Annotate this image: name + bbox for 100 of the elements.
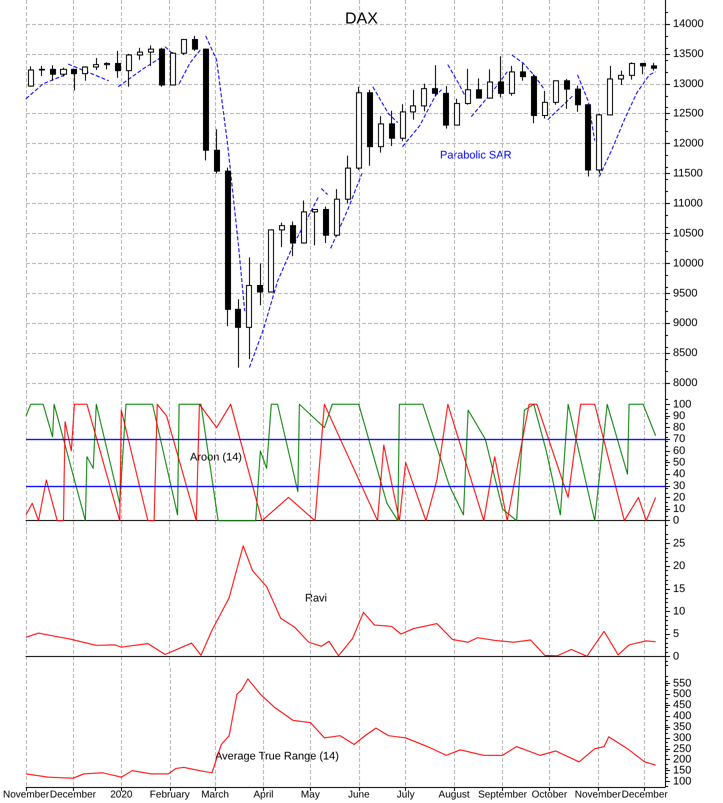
candlestick [104,62,110,70]
candlestick [564,78,570,110]
y-tick-label: 150 [673,764,692,777]
x-tick-label: March [201,790,229,800]
y-tick-label: 10 [673,503,686,516]
y-tick-label: 50 [673,456,686,468]
candlestick [39,65,45,77]
x-tick-label: May [300,790,320,800]
y-tick-label: 400 [673,710,692,722]
y-tick-label: 13500 [673,48,704,60]
x-tick-label: November [2,790,50,800]
candlestick [279,222,285,248]
candlestick [432,64,438,97]
y-tick-label: 60 [673,444,686,457]
candlestick [301,200,307,244]
y-tick-label: 8000 [673,377,698,390]
y-tick-label: 14000 [673,18,704,30]
candlestick [323,206,329,244]
line-series [26,404,656,522]
candlestick [356,86,362,170]
y-tick-label: 12500 [673,108,704,120]
candlestick [159,47,165,88]
y-tick-label: 0 [673,514,680,527]
candlestick [629,62,635,80]
candlestick [345,155,351,204]
line-series [26,678,656,779]
y-tick-label: 8500 [673,347,698,360]
candlestick [443,86,449,130]
y-tick-label: 550 [673,677,692,690]
x-tick-label: November [574,790,622,800]
y-tick-label: 0 [673,650,680,663]
y-tick-label: 500 [673,688,692,700]
x-tick-label: October [532,790,568,800]
candlestick [585,104,591,178]
candlestick [476,78,482,99]
candlestick [596,113,602,174]
candlestick [575,85,581,112]
y-tick-label: 11000 [673,197,703,210]
candlestick [378,116,384,154]
text: DAX [345,10,378,28]
text: Parabolic SAR [440,150,512,162]
candlestick [531,74,537,124]
candlestick [454,98,460,126]
x-tick-label: February [150,790,190,800]
y-tick-label: 5 [673,628,680,640]
y-tick-label: 100 [673,776,692,788]
candlestick [28,66,34,88]
y-tick-label: 200 [673,754,692,766]
candlestick [520,62,526,82]
annotation: Ravi [305,592,328,604]
candlestick [235,298,241,368]
candlestick [290,220,296,257]
line-series [26,545,656,657]
candlestick [542,90,548,119]
y-tick-label: 20 [673,560,686,572]
x-tick-label: April [254,790,274,800]
candlestick [181,38,187,56]
y-tick-label: 70 [673,433,686,446]
candlestick [367,89,373,166]
candlestick [71,68,77,91]
y-tick-label: 350 [673,720,692,733]
candlestick [607,65,613,116]
candlestick [50,64,56,82]
y-tick-label: 10500 [673,227,704,240]
y-tick-label: 15 [673,582,686,595]
y-tick-label: 10000 [673,257,704,270]
candlestick [246,256,252,360]
y-tick-label: 25 [673,538,686,550]
y-tick-label: 250 [673,742,692,755]
candlestick [93,58,99,71]
y-tick-label: 9000 [673,317,698,330]
candlestick [137,47,143,60]
y-tick-label: 12000 [673,138,704,150]
x-tick-label: August [438,790,470,800]
candlestick [618,70,624,86]
candlestick [400,104,406,142]
candlestick [203,48,209,161]
candlestick [651,62,657,72]
candlestick [170,52,176,86]
candlestick [465,68,471,106]
candlestick [334,188,340,237]
candlestick [126,53,132,88]
x-tick-label: September [478,790,528,800]
x-tick-label: 2020 [110,790,133,800]
x-tick-label: July [396,790,415,800]
candlestick [257,262,263,306]
y-tick-label: 10 [673,605,686,618]
y-tick-label: 9500 [673,287,698,300]
candlestick [410,89,416,120]
candlestick [60,67,67,78]
x-tick-label: December [622,790,668,800]
candlestick [498,56,504,98]
y-tick-label: 450 [673,699,692,712]
y-tick-label: 80 [673,422,686,434]
candlestick [192,35,198,52]
candlestick [509,65,515,96]
candlestick [225,167,231,327]
candlestick [312,208,318,246]
y-tick-label: 300 [673,732,692,744]
candlestick [553,80,559,106]
